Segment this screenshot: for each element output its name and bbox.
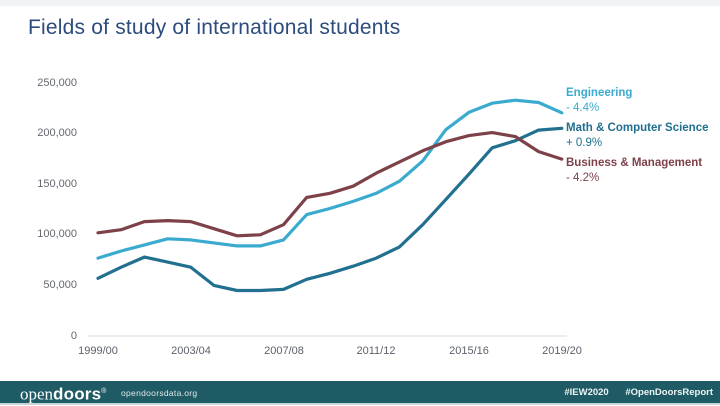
logo-doors-text: doors <box>53 384 102 404</box>
y-axis-tick-label: 200,000 <box>37 127 77 139</box>
x-axis-tick-label: 2019/20 <box>542 345 582 357</box>
legend-engineering: Engineering - 4.4% <box>566 86 632 116</box>
line-business-management <box>96 131 564 238</box>
x-axis-tick-label: 2015/16 <box>449 345 489 357</box>
top-edge-strip <box>0 0 720 6</box>
legend-change: - 4.4% <box>566 102 600 114</box>
legend-change: + 0.9% <box>566 137 603 149</box>
footer-site-url: opendoorsdata.org <box>121 388 198 398</box>
x-axis-tick-label: 2007/08 <box>264 345 304 357</box>
legend-label: Engineering <box>566 87 633 99</box>
y-axis-tick-label: 250,000 <box>37 77 77 89</box>
x-axis-tick-label: 2003/04 <box>171 345 211 357</box>
legend-change: - 4.2% <box>566 172 600 184</box>
legend-label: Math & Computer Science <box>566 122 709 134</box>
opendoors-logo: opendoors® <box>20 381 107 404</box>
line-engineering <box>96 98 564 260</box>
legend-math-computer-science: Math & Computer Science + 0.9% <box>566 121 709 151</box>
legend-label: Business & Management <box>566 157 703 169</box>
hashtag-iew2020: #IEW2020 <box>564 387 609 398</box>
page-title: Fields of study of international student… <box>28 16 401 39</box>
x-axis-tick-label: 1999/00 <box>78 345 118 357</box>
y-axis-tick-label: 150,000 <box>37 178 77 190</box>
x-axis-tick-label: 2011/12 <box>356 345 396 357</box>
bottom-edge-strip <box>0 403 720 405</box>
logo-open-text: open <box>20 384 54 404</box>
y-axis-tick-label: 100,000 <box>37 228 77 240</box>
registered-mark-icon: ® <box>101 388 107 395</box>
hashtag-opendoorsreport: #OpenDoorsReport <box>625 387 713 398</box>
line-math-computer-science <box>96 126 564 293</box>
legend-business-management: Business & Management - 4.2% <box>566 156 702 186</box>
footer-hashtags: #IEW2020 #OpenDoorsReport <box>564 387 713 398</box>
y-axis-tick-label: 50,000 <box>43 279 77 291</box>
footer-bar: opendoors® opendoorsdata.org #IEW2020 #O… <box>0 381 720 404</box>
y-axis-tick-label: 0 <box>70 330 77 342</box>
